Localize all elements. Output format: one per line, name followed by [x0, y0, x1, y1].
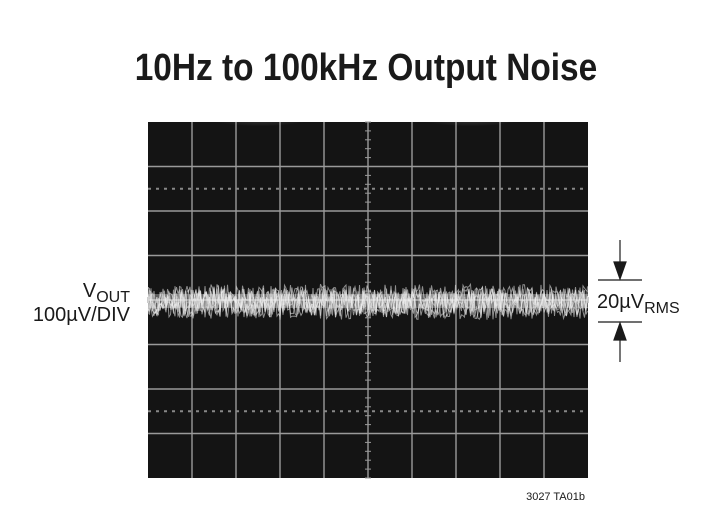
rms-annotation [598, 240, 642, 362]
arrow-head [613, 321, 627, 341]
figure-code: 3027 TA01b [526, 491, 585, 503]
value: 20µV [597, 291, 645, 313]
subscript: OUT [96, 289, 130, 306]
scope-screen [147, 100, 589, 479]
vout-label: VOUT [83, 280, 130, 306]
scale-label: 100µV/DIV [33, 304, 131, 326]
noise-trace [147, 283, 588, 321]
glare [190, 100, 330, 144]
noise-core [148, 294, 588, 308]
noise-trace [147, 284, 588, 321]
title: 10Hz to 100kHz Output Noise [135, 46, 598, 88]
subscript: RMS [644, 300, 680, 317]
rms-label: 20µVRMS [597, 291, 680, 317]
glare [400, 100, 540, 144]
symbol: V [83, 280, 97, 302]
arrow-head [613, 261, 627, 281]
